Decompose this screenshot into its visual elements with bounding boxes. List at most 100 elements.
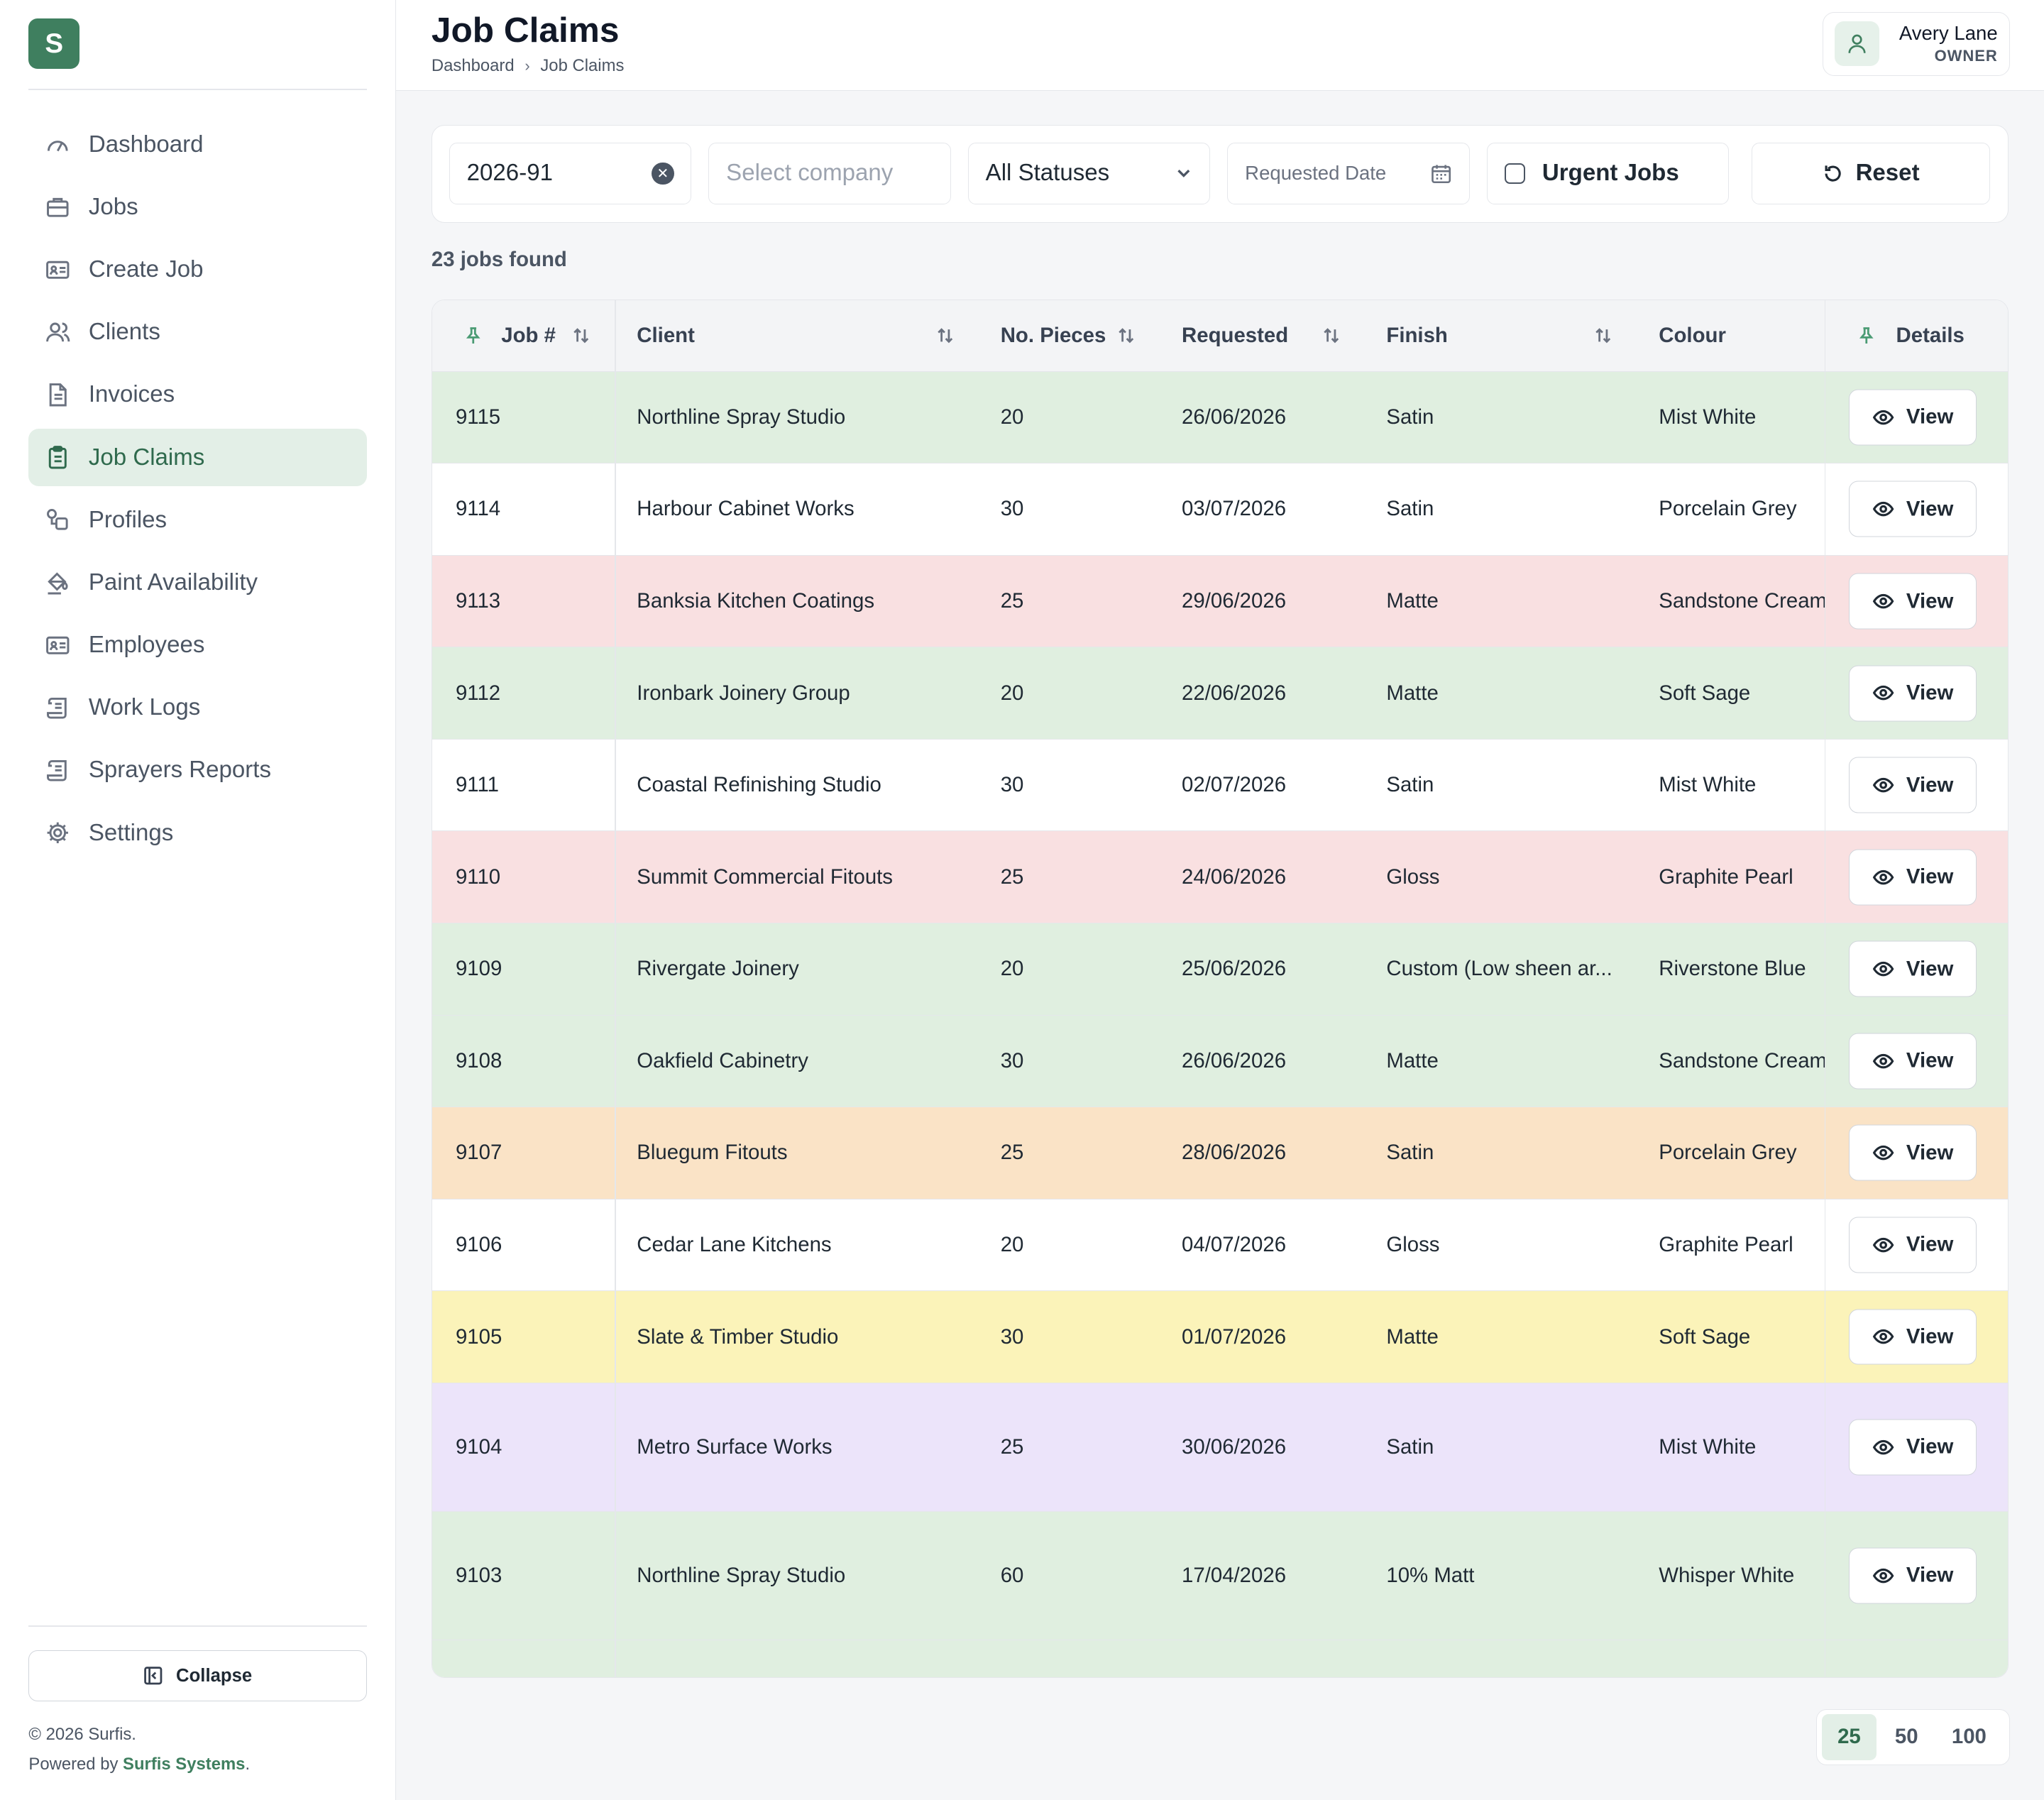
cell-colour: Porcelain Grey (1659, 1141, 1797, 1165)
id-card-icon (46, 636, 70, 654)
reset-button[interactable]: Reset (1751, 143, 1990, 204)
cell-finish: Matte (1386, 589, 1439, 613)
cell-job: 9103 (455, 1563, 502, 1587)
column-divider (615, 1199, 616, 1291)
sort-client-button[interactable] (935, 300, 955, 371)
sidebar-item-paint-availability[interactable]: Paint Availability (28, 554, 367, 612)
cell-finish: Gloss (1386, 1232, 1440, 1256)
view-button[interactable]: View (1849, 1547, 1977, 1604)
collapse-button[interactable]: Collapse (28, 1650, 367, 1702)
cell-pieces: 20 (1000, 1232, 1024, 1256)
sidebar-item-sprayers-reports[interactable]: Sprayers Reports (28, 742, 367, 799)
sidebar-item-label: Paint Availability (88, 569, 258, 596)
requested-date-picker[interactable]: Requested Date (1227, 143, 1470, 204)
table-row: 9115 Northline Spray Studio 20 26/06/2026 Sa… (432, 371, 2009, 464)
view-button[interactable]: View (1849, 665, 1977, 722)
gauge-icon (48, 140, 69, 151)
column-divider (615, 1383, 616, 1511)
column-divider (615, 831, 616, 923)
sort-finish-button[interactable] (1593, 300, 1613, 371)
pin-column-details-button[interactable] (1857, 300, 1877, 371)
page-size-25[interactable]: 25 (1821, 1714, 1877, 1760)
column-divider (1824, 923, 1826, 1015)
urgent-jobs-toggle[interactable]: Urgent Jobs (1486, 143, 1730, 204)
cell-requested: 04/07/2026 (1182, 1232, 1287, 1256)
view-button[interactable]: View (1849, 849, 1977, 906)
company-select[interactable]: Select company (708, 143, 951, 204)
sidebar-item-dashboard[interactable]: Dashboard (28, 116, 367, 173)
clear-icon[interactable]: ✕ (652, 162, 674, 185)
view-button[interactable]: View (1849, 1419, 1977, 1476)
urgent-label: Urgent Jobs (1542, 160, 1679, 187)
th-pieces[interactable]: No. Pieces (1001, 300, 1106, 371)
view-label: View (1906, 1232, 1954, 1256)
view-button[interactable]: View (1849, 1033, 1977, 1090)
filter-bar: 2026-91 ✕ Select company All Statuses Re… (431, 125, 2009, 224)
view-button[interactable]: View (1849, 757, 1977, 813)
urgent-checkbox[interactable] (1504, 163, 1526, 185)
user-menu[interactable]: Avery Lane OWNER (1822, 11, 2011, 76)
sidebar-item-profiles[interactable]: Profiles (28, 491, 367, 549)
view-button[interactable]: View (1849, 1309, 1977, 1365)
id-card-icon (46, 260, 70, 279)
pin-column-job-button[interactable] (463, 300, 483, 371)
th-requested[interactable]: Requested (1182, 300, 1288, 371)
column-divider (615, 647, 616, 739)
sort-pieces-button[interactable] (1116, 300, 1136, 371)
cell-requested: 30/06/2026 (1182, 1434, 1287, 1459)
sidebar-item-create-job[interactable]: Create Job (28, 241, 367, 299)
column-divider (615, 1107, 616, 1199)
powered-brand-link[interactable]: Surfis Systems (123, 1754, 246, 1774)
table-header: Job # Client No. Pieces Requested Finish… (432, 300, 2009, 372)
cell-colour: Sandstone Cream (1659, 1048, 1828, 1072)
th-colour[interactable]: Colour (1659, 300, 1726, 371)
cell-colour: Sandstone Cream (1659, 589, 1828, 613)
sort-requested-button[interactable] (1322, 300, 1341, 371)
cell-requested: 24/06/2026 (1182, 865, 1287, 889)
sidebar-item-settings[interactable]: Settings (28, 804, 367, 862)
cell-finish: Matte (1386, 1048, 1439, 1072)
view-label: View (1906, 1434, 1954, 1459)
sidebar-item-work-logs[interactable]: Work Logs (28, 679, 367, 737)
sidebar-item-clients[interactable]: Clients (28, 304, 367, 361)
th-client[interactable]: Client (637, 300, 695, 371)
logo[interactable]: S (28, 18, 80, 70)
sidebar-item-job-claims[interactable]: Job Claims (28, 429, 367, 487)
sort-job-button[interactable] (571, 300, 591, 371)
cell-requested: 02/07/2026 (1182, 773, 1287, 797)
page-size-50[interactable]: 50 (1877, 1714, 1936, 1760)
status-select[interactable]: All Statuses (967, 143, 1211, 204)
th-finish[interactable]: Finish (1386, 300, 1448, 371)
th-job[interactable]: Job # (501, 300, 556, 371)
table-row: 9114 Harbour Cabinet Works 30 03/07/2026 Sat… (432, 463, 2009, 556)
breadcrumb-current: Job Claims (540, 55, 625, 75)
breadcrumb-dashboard[interactable]: Dashboard (431, 55, 515, 75)
sidebar-item-label: Dashboard (88, 131, 204, 158)
topbar: Job Claims Dashboard › Job Claims Avery … (396, 0, 2044, 91)
view-button[interactable]: View (1849, 940, 1977, 997)
sidebar-item-label: Job Claims (88, 444, 205, 471)
cell-colour: Graphite Pearl (1659, 865, 1793, 889)
table-row: 9104 Metro Surface Works 25 30/06/2026 Satin… (432, 1383, 2009, 1512)
view-button[interactable]: View (1849, 481, 1977, 537)
eye-icon (1872, 593, 1894, 609)
th-details-label: Details (1896, 324, 1965, 348)
cell-job: 9106 (455, 1232, 502, 1256)
cell-job: 9113 (455, 589, 501, 613)
view-button[interactable]: View (1849, 1217, 1977, 1273)
briefcase-icon (47, 197, 69, 217)
view-button[interactable]: View (1849, 573, 1977, 630)
cell-finish: Satin (1386, 773, 1434, 797)
sidebar-item-jobs[interactable]: Jobs (28, 179, 367, 236)
column-divider (615, 923, 616, 1015)
page-size-100[interactable]: 100 (1936, 1714, 2001, 1760)
sidebar-item-employees[interactable]: Employees (28, 617, 367, 674)
powered-prefix: Powered by (28, 1754, 119, 1774)
eye-icon (1872, 502, 1894, 517)
column-divider (1824, 555, 1826, 647)
view-button[interactable]: View (1849, 389, 1977, 446)
sidebar-item-invoices[interactable]: Invoices (28, 366, 367, 424)
view-button[interactable]: View (1849, 1124, 1977, 1181)
cell-pieces: 30 (1000, 497, 1024, 521)
job-search-input[interactable]: 2026-91 ✕ (449, 143, 692, 204)
